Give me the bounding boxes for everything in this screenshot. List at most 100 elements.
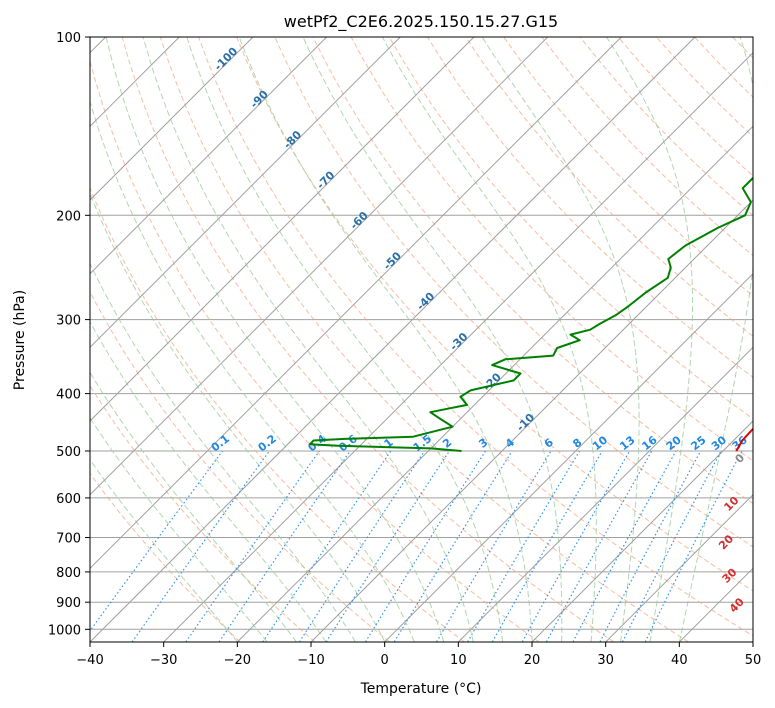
background-lines [90, 37, 753, 642]
dry-adiabat [236, 37, 753, 592]
x-tick-label: 20 [524, 653, 541, 668]
moist-adiabat [481, 37, 640, 642]
dry-adiabat [121, 37, 614, 642]
dry-adiabat [388, 37, 753, 420]
y-tick-label: 1000 [48, 623, 81, 638]
isotherm-label: -90 [248, 88, 271, 111]
isotherm-line [90, 37, 328, 275]
plot-frame [89, 36, 754, 643]
axis-ticks: −40 −30 −20 −10 0 10 20 30 40 50 100 200 300 400 500 6 0… [48, 31, 761, 668]
dry-adiabat [90, 186, 465, 642]
mixing-ratio-line [298, 450, 426, 642]
y-tick-label: 500 [56, 445, 81, 460]
moist-adiabat [606, 37, 693, 642]
moist-adiabat [679, 37, 753, 642]
mixing-ratio-label: 6 [542, 436, 556, 451]
mixing-ratio-line [262, 450, 392, 642]
isotherm-line [163, 51, 753, 642]
dry-adiabat [90, 472, 241, 642]
moist-adiabat [90, 417, 268, 642]
moist-adiabat [381, 37, 597, 642]
isoheight-label: 0 [733, 451, 748, 466]
dry-adiabat [350, 37, 753, 462]
isotherm-label: -70 [314, 168, 337, 191]
x-tick-label: 0 [381, 653, 389, 668]
x-tick-label: −20 [224, 653, 251, 668]
x-tick-label: −30 [150, 653, 177, 668]
moist-adiabat [90, 371, 297, 642]
y-tick-label: 900 [56, 596, 81, 611]
isoheight-label: 10 [721, 494, 741, 514]
dry-adiabat [90, 290, 390, 642]
mixing-ratio-line [393, 450, 513, 642]
dry-adiabat [198, 37, 753, 637]
y-tick-label: 700 [56, 532, 81, 547]
moist-adiabat [90, 192, 386, 642]
mixing-ratio-line [364, 450, 487, 642]
mixing-ratio-line [185, 450, 320, 642]
moist-adiabat [142, 37, 474, 642]
isotherm-line [90, 37, 401, 349]
isotherm-line [237, 125, 753, 642]
isotherm-line [752, 641, 753, 642]
mixing-ratio-line [572, 450, 677, 642]
y-tick-label: 400 [56, 388, 81, 403]
isoheight-label: 20 [716, 532, 736, 552]
dry-adiabat [90, 384, 316, 642]
dry-adiabat [503, 37, 753, 297]
y-tick-label: 100 [56, 31, 81, 46]
isotherm-line [679, 567, 753, 642]
isotherm-line [90, 37, 549, 496]
mixing-ratio-label: 13 [617, 433, 637, 453]
temperature-line [735, 427, 753, 452]
y-tick-label: 300 [56, 314, 81, 329]
x-axis-label: Temperature (°C) [360, 681, 482, 697]
moist-adiabat [302, 37, 563, 642]
isotherm-line [531, 420, 753, 642]
isotherm-line [90, 37, 254, 201]
isoheight-label: 30 [720, 566, 740, 586]
mixing-ratio-label: 25 [688, 433, 708, 453]
moist-adiabat [186, 37, 504, 642]
mixing-ratio-label: 16 [640, 433, 660, 453]
profile-series [308, 176, 753, 452]
dry-adiabat [274, 37, 753, 548]
isotherm-label: -40 [414, 289, 437, 312]
moist-adiabat [238, 37, 533, 642]
isotherm-label: -100 [212, 44, 241, 73]
moist-adiabat [90, 262, 356, 642]
dewpoint-line [308, 176, 753, 452]
y-tick-label: 200 [56, 209, 81, 224]
x-tick-label: 50 [745, 653, 762, 668]
isotherm-label: -60 [348, 209, 371, 232]
dry-adiabat [656, 37, 753, 138]
mixing-ratio-label: 30 [709, 433, 729, 453]
isotherm-line [310, 199, 753, 642]
isotherm-label: -80 [281, 128, 304, 151]
isotherm-label: -20 [481, 370, 504, 393]
mixing-ratio-line [218, 450, 351, 642]
chart-title: wetPf2_C2E6.2025.150.15.27.G15 [284, 12, 558, 32]
dry-adiabat [426, 37, 753, 378]
dry-adiabat [159, 37, 689, 642]
dry-adiabat [90, 59, 540, 642]
mixing-ratio-line [325, 450, 450, 642]
isotherm-line [458, 346, 753, 642]
mixing-ratio-line [436, 450, 552, 642]
isotherm-label: -30 [447, 330, 470, 353]
moist-adiabat [105, 37, 445, 642]
y-axis-label: Pressure (hPa) [12, 290, 28, 390]
y-tick-label: 800 [56, 566, 81, 581]
mixing-ratio-line [131, 450, 270, 642]
x-tick-label: 30 [597, 653, 614, 668]
x-tick-label: −40 [76, 653, 103, 668]
mixing-ratio-line [90, 450, 223, 632]
x-tick-label: 40 [671, 653, 688, 668]
isoheight-label: 40 [727, 595, 747, 615]
isotherm-line [384, 272, 753, 642]
x-tick-label: −10 [297, 653, 324, 668]
mixing-ratio-line [545, 450, 653, 642]
isotherm-line [90, 37, 696, 642]
isotherm-label: -50 [381, 249, 404, 272]
